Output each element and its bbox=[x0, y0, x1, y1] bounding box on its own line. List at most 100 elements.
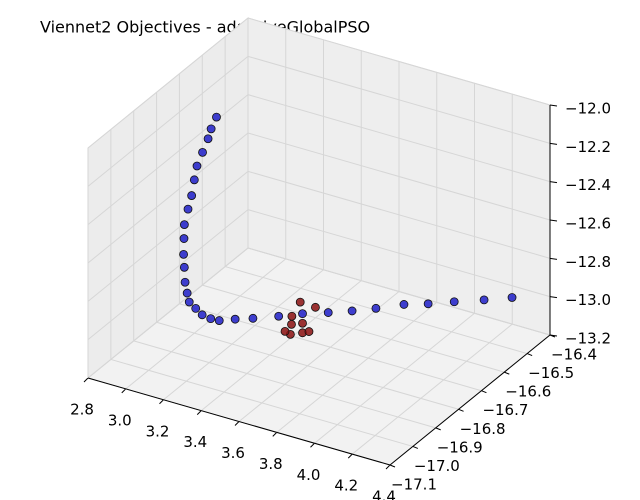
data-point bbox=[280, 326, 290, 336]
z-tick bbox=[549, 334, 558, 337]
x-tick bbox=[159, 399, 164, 405]
data-point bbox=[449, 297, 459, 307]
y-tick-label: −16.4 bbox=[551, 346, 597, 364]
x-tick bbox=[83, 377, 89, 383]
x-tick-label: 3.0 bbox=[108, 411, 132, 429]
x-tick bbox=[272, 432, 278, 437]
data-point bbox=[179, 262, 189, 272]
data-point bbox=[298, 318, 307, 328]
data-point bbox=[399, 300, 409, 309]
data-point bbox=[304, 327, 314, 336]
z-tick bbox=[549, 142, 558, 145]
z-tick-label: −13.2 bbox=[565, 330, 611, 348]
x-tick bbox=[385, 464, 391, 470]
data-point bbox=[371, 303, 381, 313]
data-point bbox=[182, 288, 192, 298]
data-point bbox=[187, 191, 197, 200]
grid-line bbox=[247, 132, 551, 221]
z-tick-label: −12.6 bbox=[565, 215, 611, 233]
grid-line bbox=[87, 170, 249, 302]
data-point bbox=[248, 313, 258, 323]
grid-line bbox=[87, 247, 249, 379]
y-tick bbox=[481, 390, 487, 394]
x-tick-label: 4.0 bbox=[297, 466, 321, 484]
x-axis bbox=[87, 377, 391, 466]
data-point bbox=[198, 147, 207, 157]
data-point bbox=[180, 277, 190, 287]
z-tick bbox=[549, 181, 558, 184]
grid-line bbox=[87, 17, 249, 149]
grid-line bbox=[87, 209, 249, 341]
grid-line bbox=[125, 258, 287, 390]
data-point bbox=[179, 249, 188, 259]
x-tick-label: 2.8 bbox=[70, 401, 94, 419]
z-tick-label: −12.4 bbox=[565, 176, 611, 194]
z-tick bbox=[549, 219, 558, 222]
grid-line bbox=[200, 280, 362, 412]
data-point bbox=[203, 134, 213, 144]
y-tick-label: −17.0 bbox=[414, 457, 460, 475]
y-tick bbox=[458, 408, 464, 412]
grid-line bbox=[87, 94, 249, 226]
grid-line bbox=[351, 323, 513, 455]
grid-line bbox=[110, 358, 413, 447]
y-tick bbox=[389, 464, 396, 468]
data-point bbox=[214, 316, 224, 325]
grid-line bbox=[247, 247, 551, 336]
data-point bbox=[274, 311, 284, 321]
grid-line bbox=[314, 312, 475, 444]
data-point bbox=[423, 299, 433, 309]
grid-line bbox=[87, 55, 249, 187]
x-tick bbox=[121, 388, 127, 394]
z-tick-label: −13.0 bbox=[565, 291, 611, 309]
z-tick bbox=[549, 257, 558, 260]
grid-line bbox=[238, 291, 400, 422]
data-point bbox=[206, 124, 216, 134]
grid-line bbox=[202, 284, 505, 373]
grid-line bbox=[156, 321, 459, 410]
y-tick-label: −16.8 bbox=[460, 420, 506, 438]
x-tick-label: 3.2 bbox=[146, 422, 170, 440]
grid-line bbox=[247, 17, 551, 106]
y-tick bbox=[504, 371, 510, 375]
z-tick-label: −12.0 bbox=[565, 100, 611, 118]
data-point bbox=[479, 295, 489, 305]
x-tick bbox=[196, 410, 202, 415]
grid-line bbox=[247, 209, 551, 298]
y-tick-label: −17.1 bbox=[391, 476, 437, 494]
grid-line bbox=[247, 170, 551, 259]
y-tick-label: −16.6 bbox=[505, 383, 551, 401]
data-point bbox=[197, 310, 207, 320]
z-tick-label: −12.2 bbox=[565, 138, 611, 156]
grid-line bbox=[163, 269, 324, 401]
x-tick-label: 3.8 bbox=[259, 455, 283, 473]
z-tick bbox=[549, 296, 558, 299]
x-tick bbox=[234, 421, 240, 426]
grid-line bbox=[247, 94, 551, 183]
data-point bbox=[311, 302, 320, 312]
data-point bbox=[179, 220, 189, 230]
grid-line bbox=[179, 303, 482, 392]
grid-line bbox=[247, 55, 551, 144]
data-point bbox=[230, 314, 240, 324]
data-point bbox=[298, 309, 307, 319]
y-tick-label: −16.7 bbox=[482, 401, 528, 419]
grid-line bbox=[276, 301, 438, 433]
y-tick-label: −16.9 bbox=[437, 438, 483, 456]
chart-title: Viennet2 Objectives - adaptiveGlobalPSO bbox=[40, 18, 370, 37]
y-tick bbox=[412, 445, 419, 449]
x-tick-label: 3.4 bbox=[183, 433, 207, 451]
data-point bbox=[189, 175, 199, 185]
y-tick-label: −16.5 bbox=[528, 364, 574, 382]
data-point bbox=[183, 204, 193, 214]
x-tick-label: 3.6 bbox=[221, 444, 245, 462]
data-point bbox=[206, 314, 216, 324]
grid-line bbox=[87, 132, 249, 264]
data-point bbox=[287, 319, 296, 329]
data-point bbox=[184, 297, 194, 307]
data-point bbox=[191, 304, 201, 313]
z-tick bbox=[549, 104, 558, 107]
x-tick bbox=[347, 453, 353, 459]
x-tick bbox=[310, 442, 315, 448]
